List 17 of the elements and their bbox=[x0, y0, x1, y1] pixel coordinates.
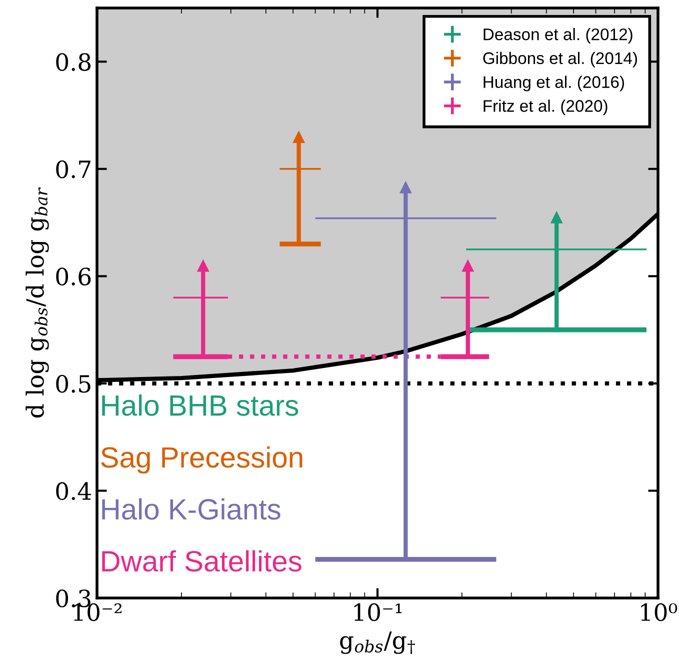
legend-label: Gibbons et al. (2014) bbox=[483, 52, 637, 68]
y-axis-title: d log g$_{obs}$/d log g$_{bar}$ bbox=[26, 187, 49, 418]
y-tick-label: 0.5 bbox=[56, 374, 90, 393]
y-tick-label: 0.8 bbox=[56, 53, 91, 71]
x-tick-label: 10⁰ bbox=[641, 603, 678, 622]
y-tick-label: 0.4 bbox=[56, 482, 91, 500]
legend-label: Deason et al. (2012) bbox=[484, 28, 632, 44]
y-tick-label: 0.6 bbox=[56, 268, 91, 286]
y-tick-label: 0.7 bbox=[56, 160, 90, 178]
x-axis-title: g$_{obs}$/g$_{†}$ bbox=[340, 631, 415, 654]
annotation: Halo BHB stars bbox=[102, 394, 298, 416]
legend-label: Huang et al. (2016) bbox=[484, 76, 624, 92]
annotation: Halo K-Giants bbox=[102, 498, 280, 520]
x-tick-label: 10⁻¹ bbox=[354, 603, 402, 622]
annotation: Dwarf Satellites bbox=[102, 550, 302, 572]
legend-label: Fritz et al. (2020) bbox=[484, 100, 608, 116]
annotation: Sag Precession bbox=[101, 446, 302, 474]
